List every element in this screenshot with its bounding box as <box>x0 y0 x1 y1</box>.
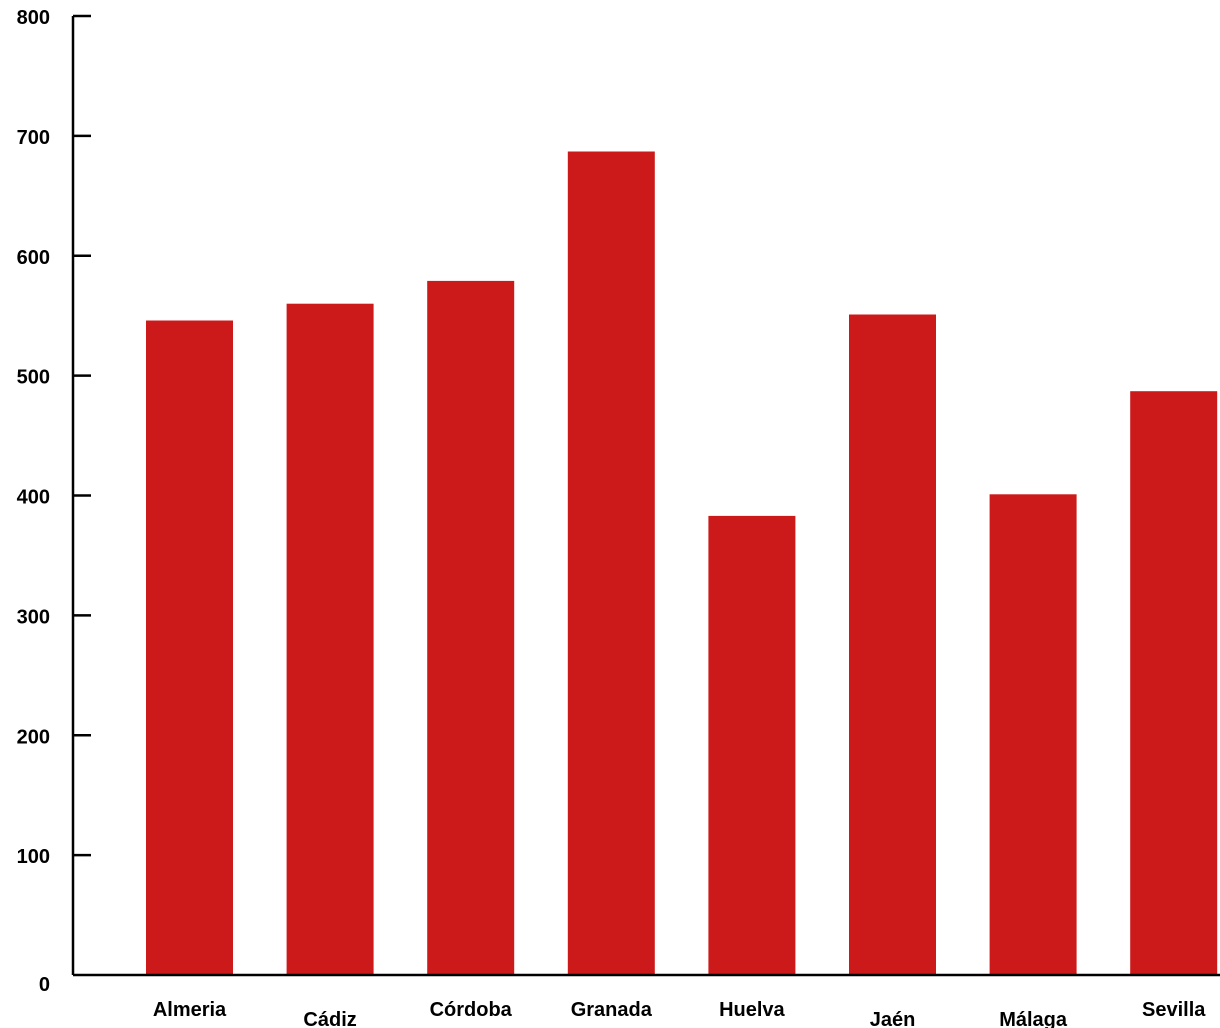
x-tick-label: Granada <box>571 999 653 1021</box>
y-tick-label: 300 <box>17 606 50 628</box>
y-tick-label: 400 <box>17 487 50 509</box>
x-tick-label: Jaén <box>870 1009 916 1028</box>
y-ticks-group: 0 100 200 300 400 500 600 700 800 <box>17 7 91 996</box>
x-labels-group: Almeria Cádiz Córdoba Granada Huelva Jaén Mála… <box>153 999 1206 1028</box>
bar-3 <box>567 151 655 975</box>
y-tick-label: 600 <box>17 247 50 269</box>
x-tick-label: Sevilla <box>1142 999 1206 1021</box>
bar-6 <box>989 494 1077 975</box>
x-tick-label: Córdoba <box>430 999 513 1021</box>
x-tick-label: Huelva <box>719 999 785 1021</box>
y-tick-label: 800 <box>17 7 50 29</box>
bars-group <box>146 151 1218 975</box>
bar-4 <box>708 515 796 975</box>
y-tick-label: 0 <box>39 974 50 996</box>
x-tick-label: Cádiz <box>303 1009 356 1028</box>
y-tick-label: 100 <box>17 846 50 868</box>
bar-2 <box>427 280 515 975</box>
bar-0 <box>146 320 233 975</box>
y-tick-label: 700 <box>17 127 50 149</box>
bar-1 <box>286 303 374 975</box>
y-tick-label: 200 <box>17 726 50 748</box>
bar-7 <box>1130 391 1218 975</box>
x-tick-label: Málaga <box>999 1009 1068 1028</box>
x-tick-label: Almeria <box>153 999 227 1021</box>
bar-5 <box>849 314 936 975</box>
y-tick-label: 500 <box>17 367 50 389</box>
